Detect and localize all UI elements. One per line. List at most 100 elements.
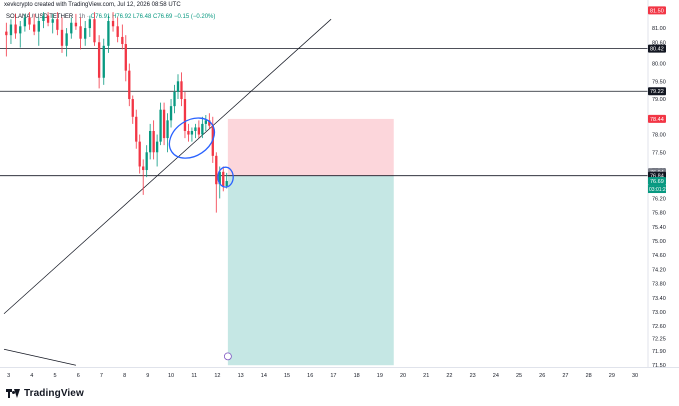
candle-body	[218, 171, 221, 185]
candle-body	[204, 120, 207, 124]
time-tick-label: 30	[632, 373, 638, 379]
time-tick-label: 4	[30, 373, 33, 379]
take-profit-zone[interactable]	[227, 175, 394, 366]
change-value: −0.15 (−0.20%)	[174, 14, 216, 20]
position-tool[interactable]	[227, 118, 394, 366]
price-label-box	[648, 6, 666, 15]
candle-body	[116, 26, 119, 37]
candle-body	[74, 22, 78, 27]
price-label-box	[648, 87, 666, 96]
trendline[interactable]	[3, 348, 76, 366]
time-axis[interactable]: 3 4 5 6 7 8 9 10 11 12 13 14 15 16 17 18 19 20 21 22 23 24 25 2…	[7, 373, 638, 379]
tradingview-logo-icon	[6, 389, 20, 398]
candle-body	[131, 99, 134, 117]
candle-body	[149, 130, 152, 153]
candle-body	[23, 17, 27, 27]
countdown-box	[648, 185, 666, 194]
candle-body	[225, 181, 228, 186]
candle-body	[208, 120, 211, 126]
trendline[interactable]	[3, 18, 332, 315]
stop-loss-zone[interactable]	[227, 118, 394, 176]
trendlines[interactable]	[3, 18, 332, 366]
price-label-box	[648, 114, 666, 123]
event-marker[interactable]	[223, 352, 232, 361]
candle-body	[187, 130, 190, 135]
ohlc-values: O76.91 H76.92 L76.48 C76.69	[90, 14, 173, 20]
time-tick-label: 3	[7, 373, 10, 379]
time-tick-label: 20	[400, 373, 406, 379]
price-tick-label: 73.00	[652, 310, 666, 316]
price-tick-label: 74.60	[652, 253, 666, 259]
event-marker-icon[interactable]	[223, 352, 232, 361]
time-tick-label: 15	[284, 373, 290, 379]
candle-body	[197, 127, 201, 135]
candle-body	[159, 109, 162, 142]
price-tick-label: 80.00	[652, 62, 666, 68]
candle-body	[162, 109, 166, 139]
tradingview-logo: TradingView	[6, 388, 84, 399]
candle-body	[138, 141, 141, 167]
candlestick-series	[5, 12, 228, 213]
candle-body	[145, 152, 148, 171]
candle-body	[56, 19, 59, 30]
candle-body	[79, 26, 82, 39]
price-tick-label: 72.60	[652, 324, 666, 330]
highlight-ellipses[interactable]	[162, 110, 234, 188]
time-tick-label: 21	[423, 373, 429, 379]
time-tick-label: 23	[470, 373, 476, 379]
price-label-text: 81.50	[650, 8, 664, 14]
candle-body	[19, 26, 22, 34]
time-tick-label: 5	[54, 373, 57, 379]
price-tick-label: 71.50	[652, 363, 666, 369]
candle-body	[65, 33, 68, 46]
candle-body	[194, 127, 197, 131]
time-tick-label: 14	[261, 373, 267, 379]
candle-body	[51, 19, 54, 23]
time-tick-label: 9	[146, 373, 149, 379]
price-tick-label: 78.00	[652, 133, 666, 139]
time-tick-label: 13	[238, 373, 244, 379]
price-label-text: 79.22	[650, 89, 664, 95]
candle-body	[142, 166, 145, 171]
highlight-ellipse[interactable]	[217, 166, 234, 188]
symbol-name[interactable]: SOLANA / USD TETHER	[6, 14, 74, 20]
tradingview-wordmark: TradingView	[24, 388, 84, 399]
time-tick-label: 6	[77, 373, 80, 379]
candle-body	[33, 24, 36, 32]
candle-body	[102, 45, 105, 78]
candle-body	[215, 155, 218, 185]
candle-body	[121, 36, 124, 45]
highlight-ellipse[interactable]	[162, 110, 222, 167]
candle-body	[97, 42, 101, 78]
candle-body	[46, 15, 50, 23]
candle-body	[190, 130, 194, 135]
candle-body	[37, 20, 40, 32]
candle-body	[88, 19, 91, 29]
price-tick-label: 75.00	[652, 239, 666, 245]
attribution-text: xevkcrypto created with TradingView.com,…	[4, 2, 181, 8]
time-tick-label: 27	[562, 373, 568, 379]
price-label-text: 76.69	[650, 179, 664, 185]
price-tick-label: 81.00	[652, 26, 666, 32]
candle-body	[60, 29, 64, 46]
candle-body	[9, 24, 13, 36]
candle-body	[169, 106, 173, 121]
candle-body	[180, 81, 183, 100]
time-tick-label: 25	[516, 373, 522, 379]
time-tick-label: 12	[214, 373, 220, 379]
price-tick-label: 75.40	[652, 225, 666, 231]
candle-body	[107, 20, 110, 46]
time-tick-label: 22	[446, 373, 452, 379]
price-axis[interactable]: 81.0080.6080.0079.5079.0078.5078.0077.50…	[652, 26, 666, 369]
time-tick-label: 24	[493, 373, 499, 379]
candle-body	[183, 99, 187, 131]
candle-body	[135, 116, 138, 142]
price-label-text: 80.42	[650, 47, 664, 53]
candle-body	[128, 70, 131, 100]
time-tick-label: 19	[377, 373, 383, 379]
symbol-legend: SOLANA / USD TETHER · 1h · O76.91 H76.92…	[6, 14, 215, 20]
countdown-text: 03:01:27	[649, 187, 669, 193]
candle-body	[28, 17, 31, 25]
time-tick-label: 8	[123, 373, 126, 379]
